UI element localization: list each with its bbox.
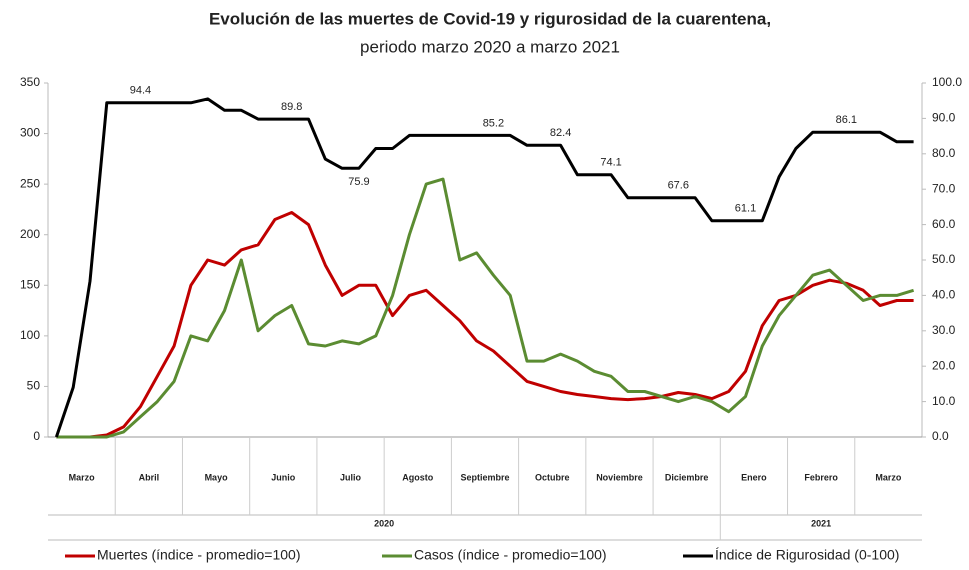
series-line — [56, 177, 915, 439]
y2-tick-label: 10.0 — [932, 394, 956, 408]
y-tick-label: 350 — [20, 75, 40, 89]
series-line — [54, 97, 914, 438]
legend-label: Índice de Rigurosidad (0-100) — [715, 547, 899, 563]
x-tick-label: Junio — [271, 472, 296, 482]
data-label: 82.4 — [550, 127, 571, 139]
series-line — [56, 211, 914, 439]
chart-title: Evolución de las muertes de Covid-19 y r… — [209, 9, 771, 28]
y-tick-label: 200 — [20, 227, 40, 241]
data-label: 86.1 — [836, 114, 857, 126]
y2-tick-label: 40.0 — [932, 288, 956, 302]
data-label: 74.1 — [600, 157, 621, 169]
x-tick-label: Noviembre — [596, 472, 643, 482]
x-tick-label: Julio — [340, 472, 362, 482]
y2-tick-label: 0.0 — [932, 429, 949, 443]
x-tick-label: Marzo — [69, 472, 96, 482]
y2-tick-label: 70.0 — [932, 181, 956, 195]
y2-tick-label: 60.0 — [932, 217, 956, 231]
y2-tick-label: 30.0 — [932, 323, 956, 337]
y-tick-label: 0 — [33, 429, 40, 443]
data-label: 67.6 — [668, 180, 689, 192]
year-label: 2021 — [811, 518, 831, 528]
y2-tick-label: 50.0 — [932, 252, 956, 266]
x-tick-label: Octubre — [535, 472, 570, 482]
y2-tick-label: 100.0 — [932, 75, 962, 89]
y-tick-label: 150 — [20, 277, 40, 291]
year-label: 2020 — [374, 518, 394, 528]
y-tick-label: 300 — [20, 126, 40, 140]
x-tick-label: Abril — [139, 472, 160, 482]
x-tick-label: Agosto — [402, 472, 433, 482]
legend-label: Muertes (índice - promedio=100) — [97, 547, 301, 563]
y-tick-label: 250 — [20, 176, 40, 190]
data-label: 85.2 — [483, 117, 504, 129]
data-label: 75.9 — [348, 176, 369, 188]
y2-tick-label: 20.0 — [932, 358, 956, 372]
y-tick-label: 100 — [20, 328, 40, 342]
y-tick-label: 50 — [27, 379, 41, 393]
x-tick-label: Septiembre — [460, 472, 509, 482]
chart-subtitle: periodo marzo 2020 a marzo 2021 — [360, 37, 620, 56]
y2-tick-label: 90.0 — [932, 111, 956, 125]
data-label: 94.4 — [130, 85, 151, 97]
legend-label: Casos (índice - promedio=100) — [414, 547, 607, 563]
x-tick-label: Diciembre — [665, 472, 709, 482]
y2-tick-label: 80.0 — [932, 146, 956, 160]
data-label: 61.1 — [735, 203, 756, 215]
x-tick-label: Mayo — [205, 472, 229, 482]
x-tick-label: Marzo — [875, 472, 902, 482]
x-tick-label: Enero — [741, 472, 767, 482]
x-tick-label: Febrero — [804, 472, 838, 482]
data-label: 89.8 — [281, 101, 302, 113]
